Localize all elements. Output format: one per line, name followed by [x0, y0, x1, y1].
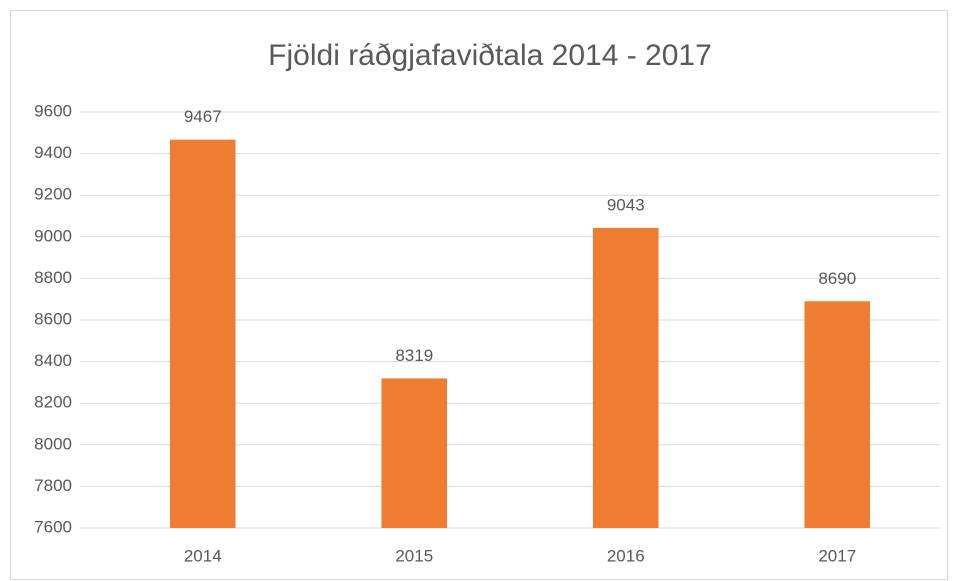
bar: [381, 378, 448, 528]
y-tick-label: 7800: [34, 476, 72, 495]
x-tick-label: 2016: [607, 546, 645, 565]
y-tick-label: 8800: [34, 268, 72, 287]
data-label: 8690: [818, 269, 856, 288]
y-tick-label: 8600: [34, 309, 72, 328]
y-tick-label: 7600: [34, 517, 72, 536]
y-tick-label: 8000: [34, 434, 72, 453]
chart-border: [10, 10, 948, 580]
y-tick-label: 9000: [34, 226, 72, 245]
bar: [169, 139, 236, 528]
x-tick-label: 2017: [818, 546, 856, 565]
data-label: 8319: [395, 346, 433, 365]
y-tick-label: 9600: [34, 101, 72, 120]
data-label: 9467: [184, 107, 222, 126]
bar: [592, 227, 659, 528]
chart-title: Fjöldi ráðgjafaviðtala 2014 - 2017: [268, 39, 712, 72]
data-label: 9043: [607, 195, 645, 214]
bar: [804, 301, 871, 528]
y-tick-label: 9200: [34, 185, 72, 204]
y-tick-label: 9400: [34, 143, 72, 162]
y-tick-label: 8200: [34, 393, 72, 412]
y-tick-label: 8400: [34, 351, 72, 370]
x-tick-label: 2015: [395, 546, 433, 565]
x-tick-label: 2014: [184, 546, 222, 565]
